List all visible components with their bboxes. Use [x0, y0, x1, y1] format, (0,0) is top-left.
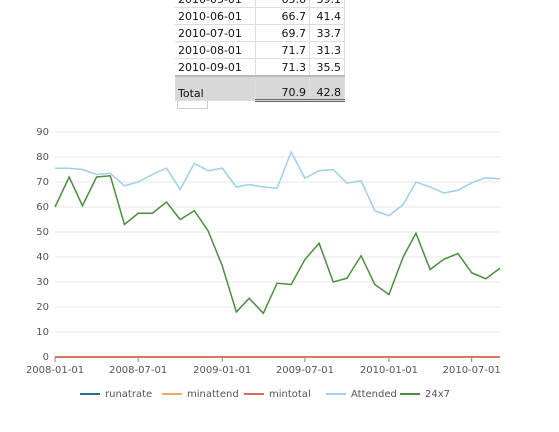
y-tick-label: 20	[36, 302, 49, 313]
legend-label: mintotal	[269, 389, 311, 400]
series-line	[55, 150, 501, 217]
table-cell: 2010-06-01	[175, 7, 256, 25]
x-tick-label: 2009-01-01	[193, 365, 251, 376]
table-cell: 2010-05-01	[175, 0, 256, 8]
table-cell: 2010-09-01	[175, 58, 256, 77]
table-cell: 2010-07-01	[175, 24, 256, 42]
legend-label: minattend	[187, 389, 239, 400]
y-tick-label: 30	[36, 277, 49, 288]
table-footer-box	[177, 101, 208, 109]
table-cell: 31.3	[309, 41, 345, 59]
table-row: 2010-08-01 71.7 31.3	[175, 41, 345, 59]
legend-label: runatrate	[105, 389, 152, 400]
y-tick-label: 0	[43, 352, 49, 363]
table-cell: Total	[175, 75, 256, 101]
y-tick-label: 50	[36, 227, 49, 238]
table-cell: 42.8	[309, 75, 345, 102]
table-row: Total 70.9 42.8	[175, 75, 345, 102]
legend-label: 24x7	[425, 389, 450, 400]
y-tick-label: 90	[36, 127, 49, 138]
table-cell: 69.7	[255, 24, 310, 42]
legend-label: Attended	[351, 389, 397, 400]
x-tick-label: 2009-07-01	[276, 365, 334, 376]
y-tick-label: 60	[36, 202, 49, 213]
x-tick-label: 2008-01-01	[26, 365, 84, 376]
table-cell: 2010-08-01	[175, 41, 256, 59]
table-cell: 39.1	[309, 0, 345, 8]
table-cell: 71.7	[255, 41, 310, 59]
table-cell: 70.9	[255, 75, 310, 102]
table-row: 2010-05-0165.639.1	[175, 0, 345, 8]
table-cell: 66.7	[255, 7, 310, 25]
y-tick-label: 10	[36, 327, 49, 338]
table-row: 2010-09-01 71.3 35.5	[175, 58, 345, 77]
x-tick-label: 2010-01-01	[360, 365, 418, 376]
y-tick-label: 40	[36, 252, 49, 263]
x-tick-label: 2008-07-01	[109, 365, 167, 376]
summary-table: 2010-05-0165.639.12010-06-0166.741.42010…	[175, 0, 345, 102]
x-tick-label: 2010-07-01	[443, 365, 501, 376]
table-cell: 41.4	[309, 7, 345, 25]
y-tick-label: 70	[36, 177, 49, 188]
table-cell: 33.7	[309, 24, 345, 42]
series-line	[54, 174, 501, 315]
y-tick-label: 80	[36, 152, 49, 163]
table-row: 2010-06-01 66.7 41.4	[175, 7, 345, 25]
table-row: 2010-07-01 69.7 33.7	[175, 24, 345, 42]
table-cell: 65.6	[255, 0, 310, 8]
table-cell: 35.5	[309, 58, 345, 77]
